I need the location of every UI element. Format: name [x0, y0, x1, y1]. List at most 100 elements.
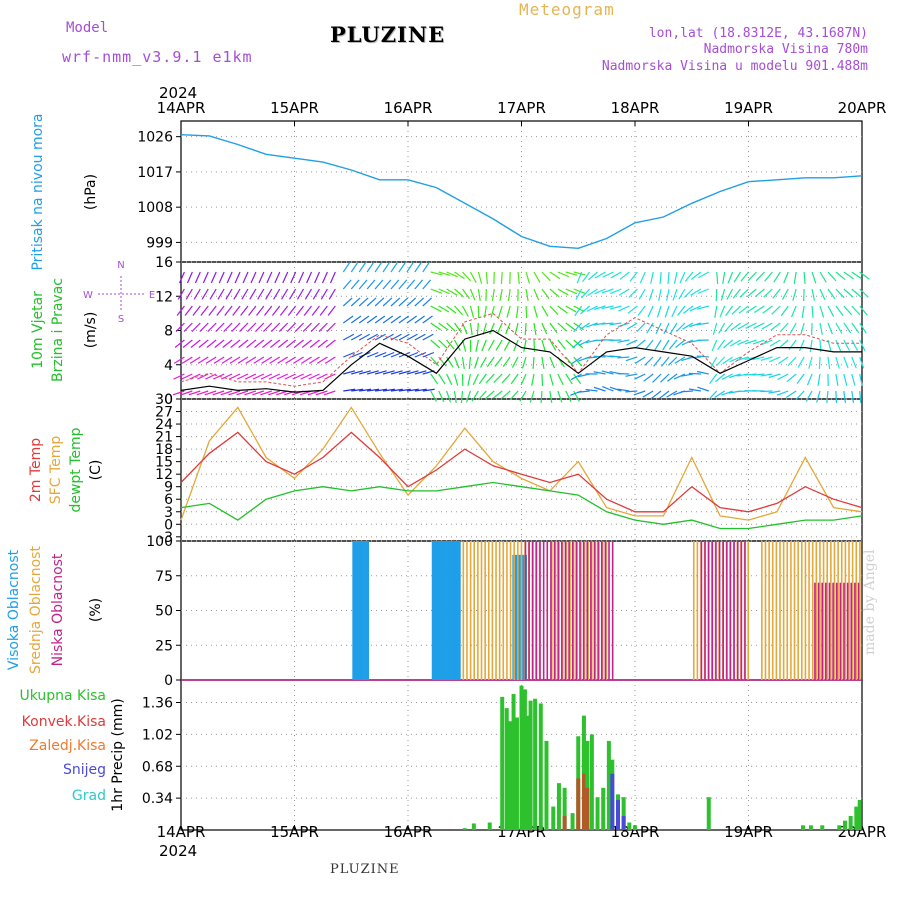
- wind-barb: [311, 323, 319, 332]
- wind-barb: [594, 372, 606, 374]
- wind-barb: [307, 272, 312, 283]
- wind-barb: [221, 391, 232, 395]
- wind-barb: [264, 306, 271, 316]
- wind-barb: [820, 306, 824, 317]
- wind-barb: [174, 357, 184, 363]
- wind-barb: [852, 374, 855, 386]
- wind-barb: [574, 357, 582, 366]
- wind-barb: [423, 334, 434, 340]
- wind-barb: [817, 391, 820, 403]
- wind-barb: [754, 306, 764, 313]
- wind-barb: [181, 374, 192, 379]
- wind-barb: [423, 298, 432, 306]
- wind-barb: [197, 391, 208, 395]
- precip-bar-total: [595, 797, 600, 830]
- wind-barb: [239, 340, 248, 348]
- wind-barb: [798, 357, 804, 367]
- wind-barb: [512, 357, 518, 368]
- wind-barb: [492, 289, 494, 301]
- wind-barb: [574, 391, 580, 402]
- wind-barb: [279, 323, 287, 332]
- wind-barb: [594, 306, 606, 309]
- wind-barb: [439, 391, 444, 402]
- wind-barb: [258, 289, 264, 299]
- wind-barb: [526, 272, 529, 284]
- wind-barb: [305, 289, 311, 299]
- wind-barb: [391, 262, 398, 272]
- temp-line-0: [180, 431, 863, 513]
- time-label-top: 16APR: [384, 99, 433, 117]
- precip-bar-total: [848, 815, 853, 830]
- wind-barb: [697, 356, 709, 357]
- wind-barb: [295, 323, 303, 332]
- wind-barb: [636, 340, 645, 348]
- wind-barb: [657, 306, 661, 317]
- wind-barb: [209, 306, 216, 316]
- wind-barb: [550, 391, 552, 403]
- y-tick-label: 0: [164, 392, 173, 408]
- wind-barb: [423, 262, 430, 272]
- wind-barb: [237, 374, 248, 379]
- wind-barb: [619, 289, 629, 295]
- compass-n: N: [117, 260, 124, 271]
- meteogram-title: Meteogram: [519, 0, 615, 19]
- station-elevation: Nadmorska Visina 780m: [703, 42, 868, 57]
- wind-barb: [507, 306, 510, 318]
- wind-barb: [618, 306, 629, 311]
- wind-barb: [574, 374, 581, 384]
- wind-barb: [860, 391, 861, 403]
- wind-barb: [399, 316, 409, 323]
- wind-barb: [253, 374, 264, 379]
- wind-barb: [391, 298, 400, 306]
- wind-barb: [533, 357, 534, 369]
- wind-barb: [270, 357, 280, 363]
- wind-barb: [399, 262, 406, 272]
- wind-barb: [501, 272, 502, 284]
- wind-barb: [367, 298, 376, 306]
- wind-barb: [407, 371, 419, 374]
- wind-barb: [222, 357, 232, 363]
- wind-barb: [734, 272, 740, 282]
- wind-barb: [261, 374, 272, 379]
- precip-bar-total: [471, 823, 476, 830]
- wind-barb: [644, 374, 654, 381]
- wind-barb: [455, 391, 457, 403]
- wind-barb: [729, 374, 740, 378]
- wind-barb: [267, 272, 272, 283]
- y-tick-label: 27: [155, 405, 173, 421]
- wind-barb: [718, 340, 725, 350]
- wind-barb: [455, 374, 458, 386]
- wind-barb: [588, 289, 598, 296]
- precip-bar-total: [854, 806, 859, 830]
- wind-barb: [343, 316, 353, 323]
- precip-bar-total: [504, 708, 509, 830]
- wind-barb: [367, 280, 375, 289]
- wind-barb: [654, 357, 662, 366]
- wind-barb: [249, 306, 256, 316]
- wind-barb: [194, 289, 200, 299]
- wind-barb: [673, 289, 677, 300]
- wind-barb: [211, 272, 216, 283]
- wind-barb: [668, 272, 669, 284]
- wind-barb: [199, 340, 208, 348]
- wind-barb: [635, 357, 645, 363]
- time-label-top: 18APR: [611, 99, 660, 117]
- cloud-low-ylabel: Niska Oblacnost: [50, 553, 66, 666]
- wind-barb: [558, 289, 568, 295]
- wind-barb: [628, 306, 637, 313]
- wind-barb: [359, 371, 371, 374]
- wind-barb: [572, 357, 582, 364]
- wind-barb: [753, 357, 765, 360]
- wind-barb: [761, 340, 772, 345]
- wind-barb: [719, 323, 725, 333]
- wind-barb: [653, 374, 662, 382]
- y-tick-label: 0.68: [142, 759, 173, 775]
- wind-barb: [609, 356, 621, 357]
- wind-barb: [656, 323, 661, 334]
- wind-barb: [844, 357, 848, 368]
- wind-barb: [187, 272, 192, 283]
- wind-barb: [655, 340, 661, 350]
- wind-barb: [375, 353, 386, 357]
- wind-barb: [304, 306, 311, 316]
- wind-barb: [375, 316, 385, 323]
